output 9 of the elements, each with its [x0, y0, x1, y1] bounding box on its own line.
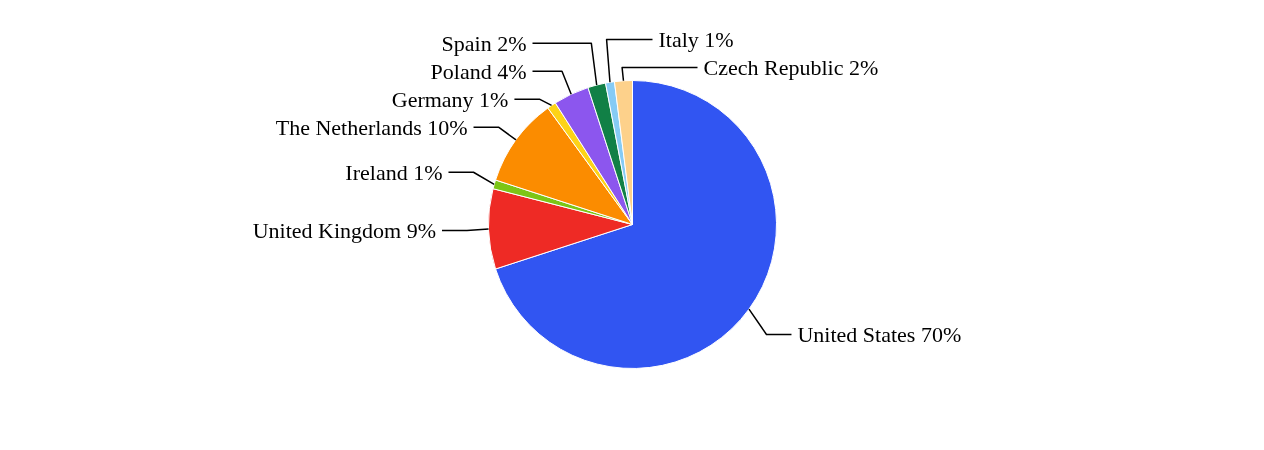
slice-label: The Netherlands 10% [275, 114, 468, 140]
slice-label: Czech Republic 2% [703, 55, 879, 81]
slice-label: Germany 1% [391, 86, 509, 112]
slice-label: United States 70% [797, 322, 962, 348]
slice-label: Italy 1% [658, 27, 734, 53]
slice-label: United Kingdom 9% [252, 217, 436, 243]
slice-label: Ireland 1% [345, 159, 443, 185]
slice-label: Poland 4% [430, 58, 527, 84]
slice-label: Spain 2% [441, 30, 527, 56]
